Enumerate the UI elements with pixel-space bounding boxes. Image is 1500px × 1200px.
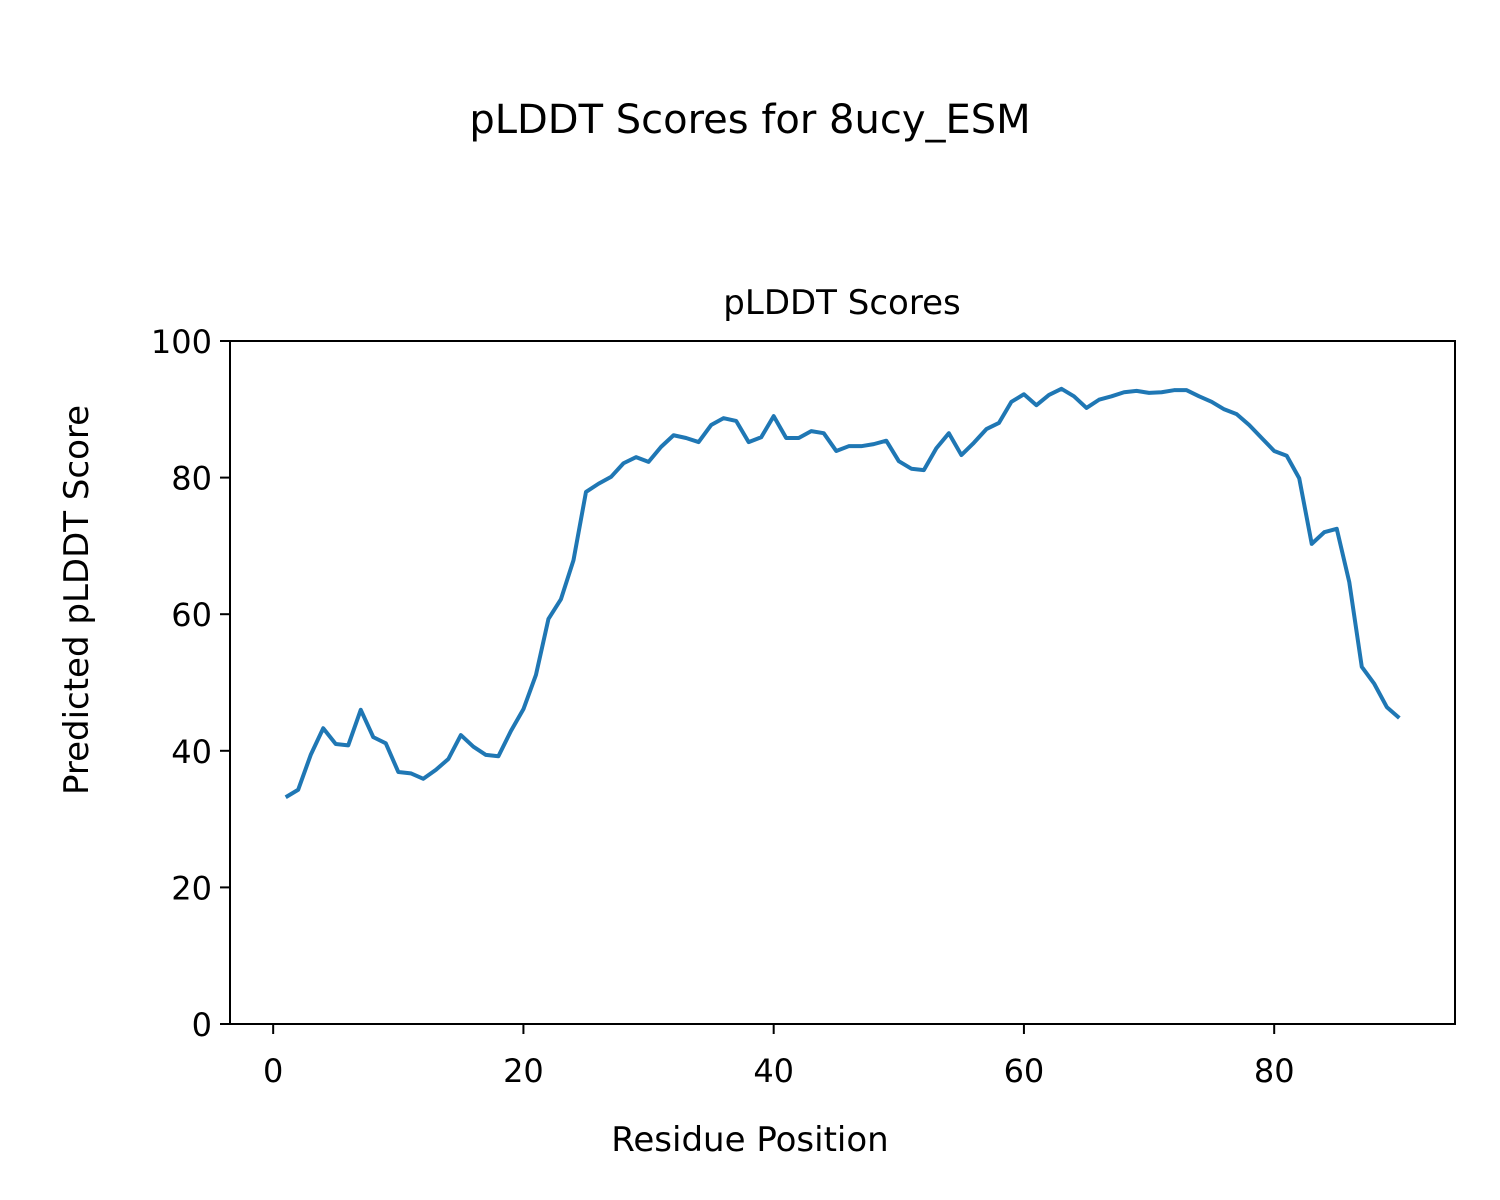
y-tick-label: 40: [171, 733, 212, 771]
plot-frame: [229, 340, 1456, 1025]
x-tick-label: 60: [1004, 1052, 1045, 1090]
y-tick-label: 100: [151, 323, 212, 361]
x-tick-label: 40: [753, 1052, 794, 1090]
axes-title: pLDDT Scores: [723, 283, 960, 323]
y-tick-label: 0: [192, 1006, 212, 1044]
x-tick-label: 0: [263, 1052, 283, 1090]
x-axis-label: Residue Position: [611, 1120, 888, 1160]
data-line: [284, 386, 1401, 799]
x-tick-label: 20: [503, 1052, 544, 1090]
figure-title: pLDDT Scores for 8ucy_ESM: [469, 97, 1030, 143]
y-tick-label: 80: [171, 460, 212, 498]
y-axis-label: Predicted pLDDT Score: [57, 405, 97, 795]
x-tick-label: 80: [1254, 1052, 1295, 1090]
y-tick-label: 60: [171, 596, 212, 634]
y-tick-label: 20: [171, 869, 212, 907]
